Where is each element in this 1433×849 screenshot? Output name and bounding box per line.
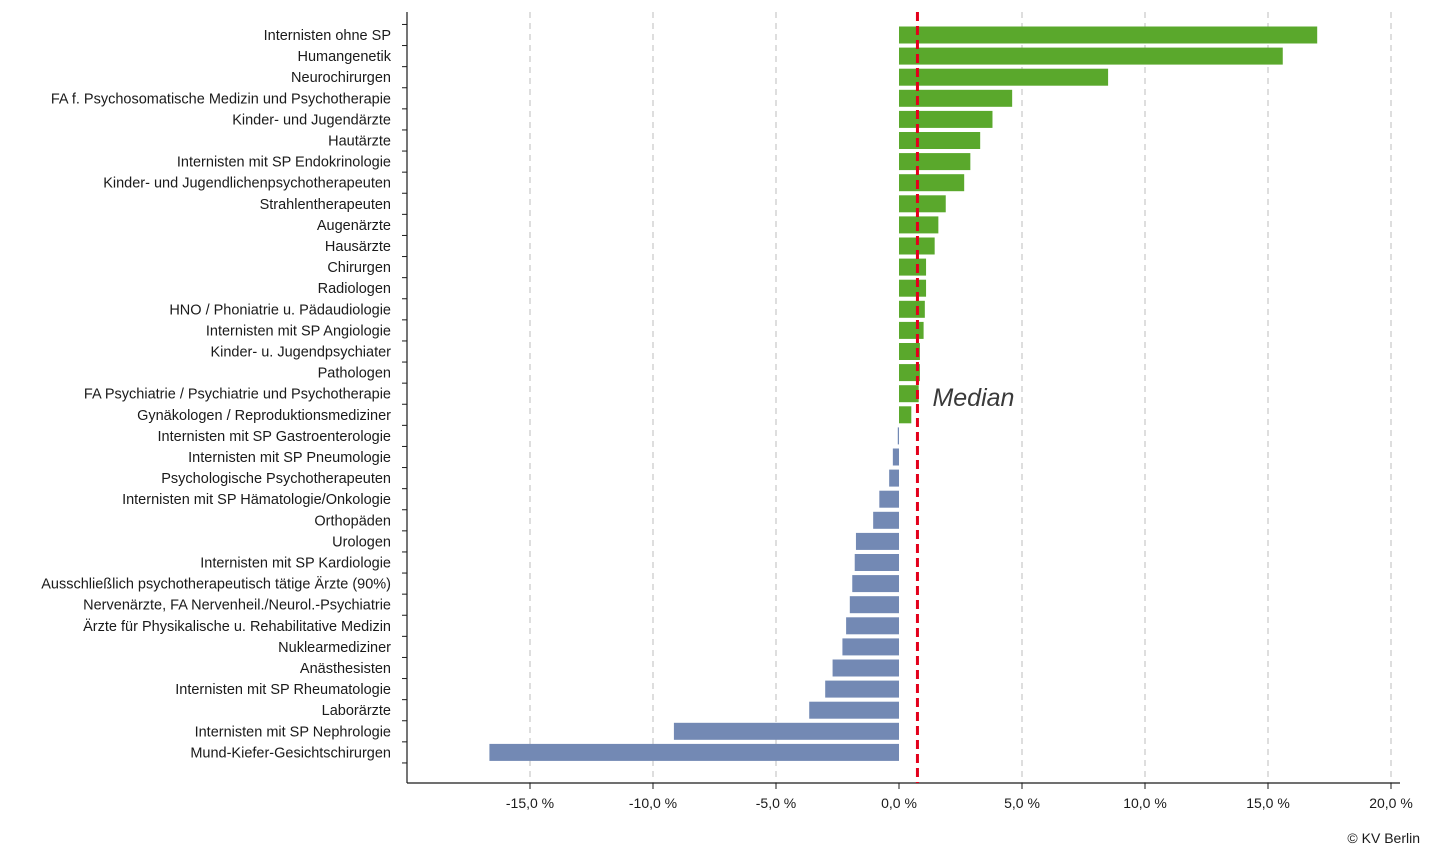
category-label: Neurochirurgen [291,70,391,86]
category-labels: Internisten ohne SP Humangenetik Neurochir… [41,28,392,761]
median-marker: Median [915,12,1014,783]
category-label: Kinder- und Jugendärzte [232,112,391,128]
x-tick-labels: -15,0 % -10,0 % -5,0 % 0,0 % 5,0 % 10,0 % 15,0… [506,795,1413,811]
category-label: Anästhesisten [300,661,391,677]
category-label: Nuklearmediziner [278,640,391,656]
x-tick-label: 5,0 % [1004,795,1040,811]
bar [832,659,899,677]
bar [889,469,899,487]
category-label: Strahlentherapeuten [260,197,391,213]
bar [899,89,1013,107]
bar [892,448,899,466]
bar [899,385,919,403]
x-tick-label: 15,0 % [1246,795,1290,811]
bar [899,47,1283,65]
bar [842,638,899,656]
bar [899,68,1109,86]
bar [899,174,965,192]
bar [899,132,981,149]
bar [852,575,899,593]
bar [899,364,920,382]
category-label: Augenärzte [317,218,391,234]
bar [854,554,899,571]
bar [873,511,899,529]
x-tick-label: -5,0 % [756,795,796,811]
x-tick-label: 0,0 % [881,795,917,811]
category-label: Humangenetik [298,49,392,65]
category-label: Urologen [332,534,391,550]
category-label: Pathologen [318,366,391,382]
axes [402,12,1400,789]
bar [879,490,899,508]
category-label: Internisten mit SP Kardiologie [200,556,391,572]
bar [899,406,912,424]
category-label: Internisten mit SP Rheumatologie [175,682,391,698]
bar [899,343,920,360]
bar [899,258,927,276]
category-label: HNO / Phoniatrie u. Pädaudiologie [169,302,391,318]
category-label: Hausärzte [325,239,391,255]
category-label: Ärzte für Physikalische u. Rehabilitativ… [83,618,391,635]
category-label: Radiologen [318,281,391,297]
bar [899,300,925,318]
category-label: Chirurgen [327,260,391,276]
category-label: Internisten mit SP Pneumologie [188,450,391,466]
bar [849,596,899,614]
bar [897,427,899,445]
category-label: FA f. Psychosomatische Medizin und Psych… [51,91,391,107]
bar [489,743,899,761]
bar [899,110,993,128]
category-label: Internisten mit SP Angiologie [206,323,391,339]
bar [673,722,899,740]
category-label: Ausschließlich psychotherapeutisch tätig… [41,576,391,593]
median-label: Median [932,384,1014,412]
category-label: Kinder- u. Jugendpsychiater [210,345,391,361]
bar [899,279,927,297]
bar [899,321,924,339]
copyright-text: © KV Berlin [1347,830,1420,846]
category-label: Internisten mit SP Endokrinologie [177,155,391,171]
x-tick-label: 20,0 % [1369,795,1413,811]
category-label: Internisten mit SP Hämatologie/Onkologie [122,492,391,508]
bar [825,680,899,698]
category-label: Kinder- und Jugendlichenpsychotherapeute… [103,176,391,192]
x-tick-label: 10,0 % [1123,795,1167,811]
category-label: Internisten mit SP Nephrologie [195,724,391,740]
category-label: Laborärzte [322,703,391,719]
category-label: Orthopäden [314,513,391,529]
category-label: Psychologische Psychotherapeuten [161,471,391,487]
grid-lines [529,12,1392,783]
category-label: Mund-Kiefer-Gesichtschirurgen [190,745,391,761]
category-label: Internisten mit SP Gastroenterologie [158,429,391,445]
category-label: Gynäkologen / Reproduktionsmediziner [137,408,391,424]
x-tick-label: -15,0 % [506,795,554,811]
bars [489,26,1318,761]
bar [809,701,899,719]
category-label: Nervenärzte, FA Nervenheil./Neurol.-Psyc… [83,598,391,614]
bar [899,153,971,171]
bar [899,195,946,213]
bar [846,617,899,635]
x-tick-label: -10,0 % [629,795,677,811]
bar [899,26,1318,44]
category-label: FA Psychiatrie / Psychiatrie und Psychot… [84,387,391,403]
bar [855,532,899,550]
category-label: Hautärzte [328,134,391,150]
bar [899,237,935,255]
category-label: Internisten ohne SP [264,28,391,44]
